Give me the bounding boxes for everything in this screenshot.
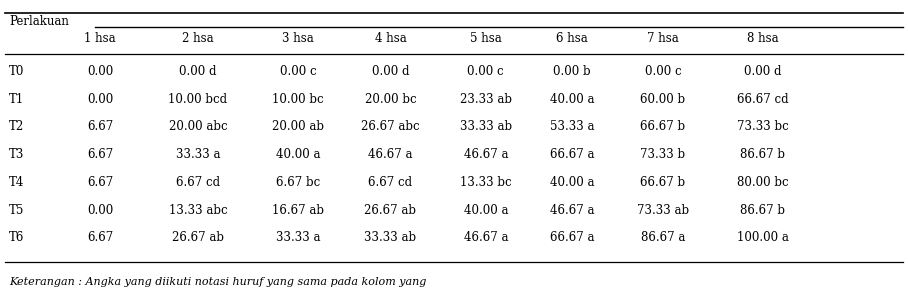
Text: 53.33 a: 53.33 a — [549, 120, 595, 134]
Text: 0.00: 0.00 — [87, 204, 113, 217]
Text: 6.67: 6.67 — [87, 120, 113, 134]
Text: 0.00 c: 0.00 c — [468, 65, 504, 78]
Text: 0.00: 0.00 — [87, 65, 113, 78]
Text: 66.67 b: 66.67 b — [640, 120, 686, 134]
Text: 40.00 a: 40.00 a — [549, 176, 595, 189]
Text: 66.67 b: 66.67 b — [640, 176, 686, 189]
Text: 0.00 c: 0.00 c — [280, 65, 316, 78]
Text: 0.00: 0.00 — [87, 93, 113, 106]
Text: 6.67: 6.67 — [87, 176, 113, 189]
Text: 10.00 bc: 10.00 bc — [272, 93, 323, 106]
Text: 6.67 cd: 6.67 cd — [176, 176, 220, 189]
Text: 40.00 a: 40.00 a — [275, 148, 321, 161]
Text: 0.00 d: 0.00 d — [371, 65, 410, 78]
Text: 86.67 b: 86.67 b — [740, 148, 785, 161]
Text: 40.00 a: 40.00 a — [463, 204, 508, 217]
Text: 5 hsa: 5 hsa — [470, 32, 501, 45]
Text: 6.67: 6.67 — [87, 148, 113, 161]
Text: 13.33 bc: 13.33 bc — [460, 176, 511, 189]
Text: 23.33 ab: 23.33 ab — [459, 93, 512, 106]
Text: 6.67: 6.67 — [87, 231, 113, 244]
Text: 20.00 abc: 20.00 abc — [169, 120, 227, 134]
Text: 6.67 cd: 6.67 cd — [369, 176, 412, 189]
Text: 60.00 b: 60.00 b — [640, 93, 686, 106]
Text: 0.00 c: 0.00 c — [645, 65, 681, 78]
Text: 40.00 a: 40.00 a — [549, 93, 595, 106]
Text: T6: T6 — [9, 231, 25, 244]
Text: T3: T3 — [9, 148, 25, 161]
Text: 20.00 ab: 20.00 ab — [271, 120, 324, 134]
Text: 3 hsa: 3 hsa — [282, 32, 313, 45]
Text: T5: T5 — [9, 204, 25, 217]
Text: Perlakuan: Perlakuan — [9, 15, 69, 28]
Text: 73.33 b: 73.33 b — [640, 148, 686, 161]
Text: 66.67 a: 66.67 a — [549, 148, 595, 161]
Text: 1 hsa: 1 hsa — [84, 32, 115, 45]
Text: 33.33 ab: 33.33 ab — [459, 120, 512, 134]
Text: 100.00 a: 100.00 a — [736, 231, 789, 244]
Text: 66.67 a: 66.67 a — [549, 231, 595, 244]
Text: 10.00 bcd: 10.00 bcd — [168, 93, 228, 106]
Text: 0.00 d: 0.00 d — [179, 65, 217, 78]
Text: 46.67 a: 46.67 a — [549, 204, 595, 217]
Text: 4 hsa: 4 hsa — [375, 32, 406, 45]
Text: 8 hsa: 8 hsa — [747, 32, 778, 45]
Text: 33.33 a: 33.33 a — [175, 148, 221, 161]
Text: 33.33 a: 33.33 a — [275, 231, 321, 244]
Text: 86.67 b: 86.67 b — [740, 204, 785, 217]
Text: 46.67 a: 46.67 a — [463, 148, 508, 161]
Text: 6.67 bc: 6.67 bc — [276, 176, 320, 189]
Text: 20.00 bc: 20.00 bc — [365, 93, 416, 106]
Text: 26.67 ab: 26.67 ab — [364, 204, 417, 217]
Text: 46.67 a: 46.67 a — [368, 148, 413, 161]
Text: 73.33 bc: 73.33 bc — [737, 120, 788, 134]
Text: 7 hsa: 7 hsa — [647, 32, 678, 45]
Text: Keterangan : Angka yang diikuti notasi huruf yang sama pada kolom yang: Keterangan : Angka yang diikuti notasi h… — [9, 277, 427, 287]
Text: 80.00 bc: 80.00 bc — [737, 176, 788, 189]
Text: 0.00 b: 0.00 b — [553, 65, 591, 78]
Text: 6 hsa: 6 hsa — [557, 32, 587, 45]
Text: 2 hsa: 2 hsa — [183, 32, 213, 45]
Text: 26.67 ab: 26.67 ab — [172, 231, 224, 244]
Text: T0: T0 — [9, 65, 25, 78]
Text: T1: T1 — [9, 93, 25, 106]
Text: T4: T4 — [9, 176, 25, 189]
Text: 86.67 a: 86.67 a — [641, 231, 685, 244]
Text: 16.67 ab: 16.67 ab — [271, 204, 324, 217]
Text: 0.00 d: 0.00 d — [744, 65, 782, 78]
Text: 26.67 abc: 26.67 abc — [361, 120, 419, 134]
Text: 33.33 ab: 33.33 ab — [364, 231, 417, 244]
Text: 46.67 a: 46.67 a — [463, 231, 508, 244]
Text: 66.67 cd: 66.67 cd — [737, 93, 788, 106]
Text: 13.33 abc: 13.33 abc — [169, 204, 227, 217]
Text: T2: T2 — [9, 120, 25, 134]
Text: 73.33 ab: 73.33 ab — [637, 204, 689, 217]
